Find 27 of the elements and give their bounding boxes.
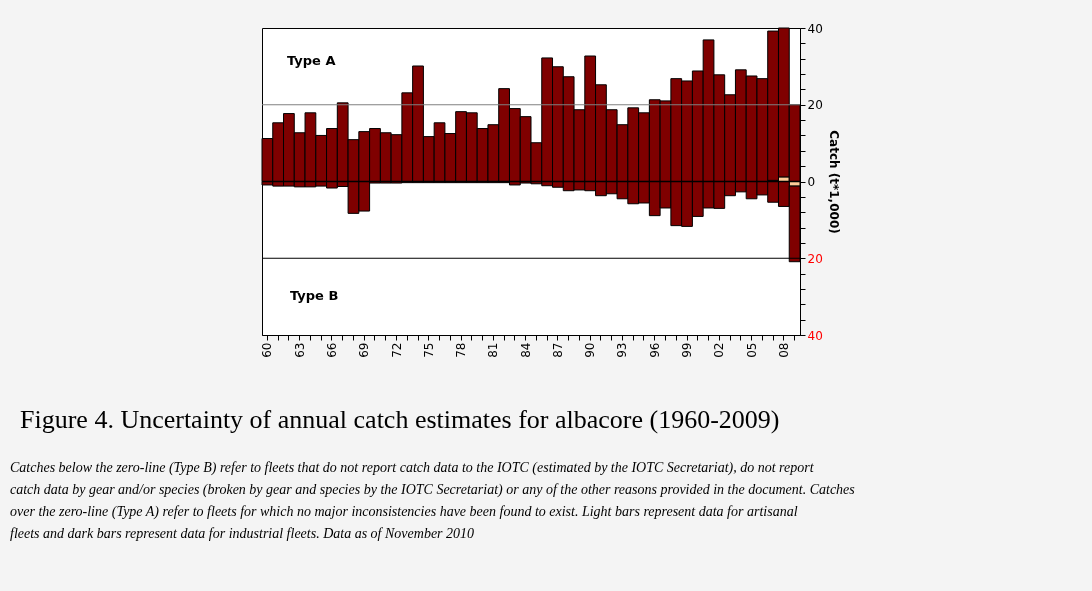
x-tick-label: 78 bbox=[454, 342, 469, 358]
x-tick-label: 87 bbox=[550, 342, 565, 358]
y-axis-title: Catch (t*1,000) bbox=[826, 130, 841, 234]
x-tick-label: 96 bbox=[647, 342, 662, 358]
y-tick-label: 0 bbox=[807, 175, 816, 189]
x-tick-label: 84 bbox=[518, 342, 533, 358]
text: Catches below the zero-line (Type B) refer to fleets that do not report catch data to the IOTC (estimated by the IOTC Secretariat), do not report catch data by gear and/or species (broken by gear and species by the IOTC Secretariat) or any of the other reasons provided in the document. Catches over the zero-line (Type A) refer to fleets for which no major inconsistencies have been found to exist. Light bars represent data for artisanal fleets and dark bars represent data for industrial fleets. Data as of November 2010 bbox=[10, 460, 856, 541]
x-tick-label: 72 bbox=[389, 342, 404, 358]
x-tick-label: 75 bbox=[421, 342, 436, 358]
x-tick-label: 66 bbox=[324, 342, 339, 358]
annotation: Type A bbox=[287, 53, 336, 68]
text: Figure 4. Uncertainty of annual catch estimates for albacore (1960-2009) bbox=[20, 405, 780, 434]
x-tick-label: 05 bbox=[744, 342, 759, 358]
x-tick-label: 93 bbox=[615, 342, 630, 358]
y-tick-label: 20 bbox=[807, 251, 823, 266]
x-tick-label: 99 bbox=[680, 342, 695, 358]
y-tick-label: 40 bbox=[807, 21, 823, 36]
y-tick-label: 40 bbox=[807, 328, 823, 343]
x-tick-label: 69 bbox=[357, 342, 372, 358]
x-tick-label: 08 bbox=[776, 342, 791, 358]
x-tick-label: 63 bbox=[292, 342, 307, 358]
y-tick-label: 20 bbox=[807, 98, 823, 113]
x-tick-label: 60 bbox=[260, 342, 275, 358]
x-tick-label: 81 bbox=[486, 342, 501, 358]
x-tick-label: 90 bbox=[583, 342, 598, 358]
x-tick-label: 02 bbox=[712, 342, 727, 358]
annotation: Type B bbox=[290, 288, 339, 303]
